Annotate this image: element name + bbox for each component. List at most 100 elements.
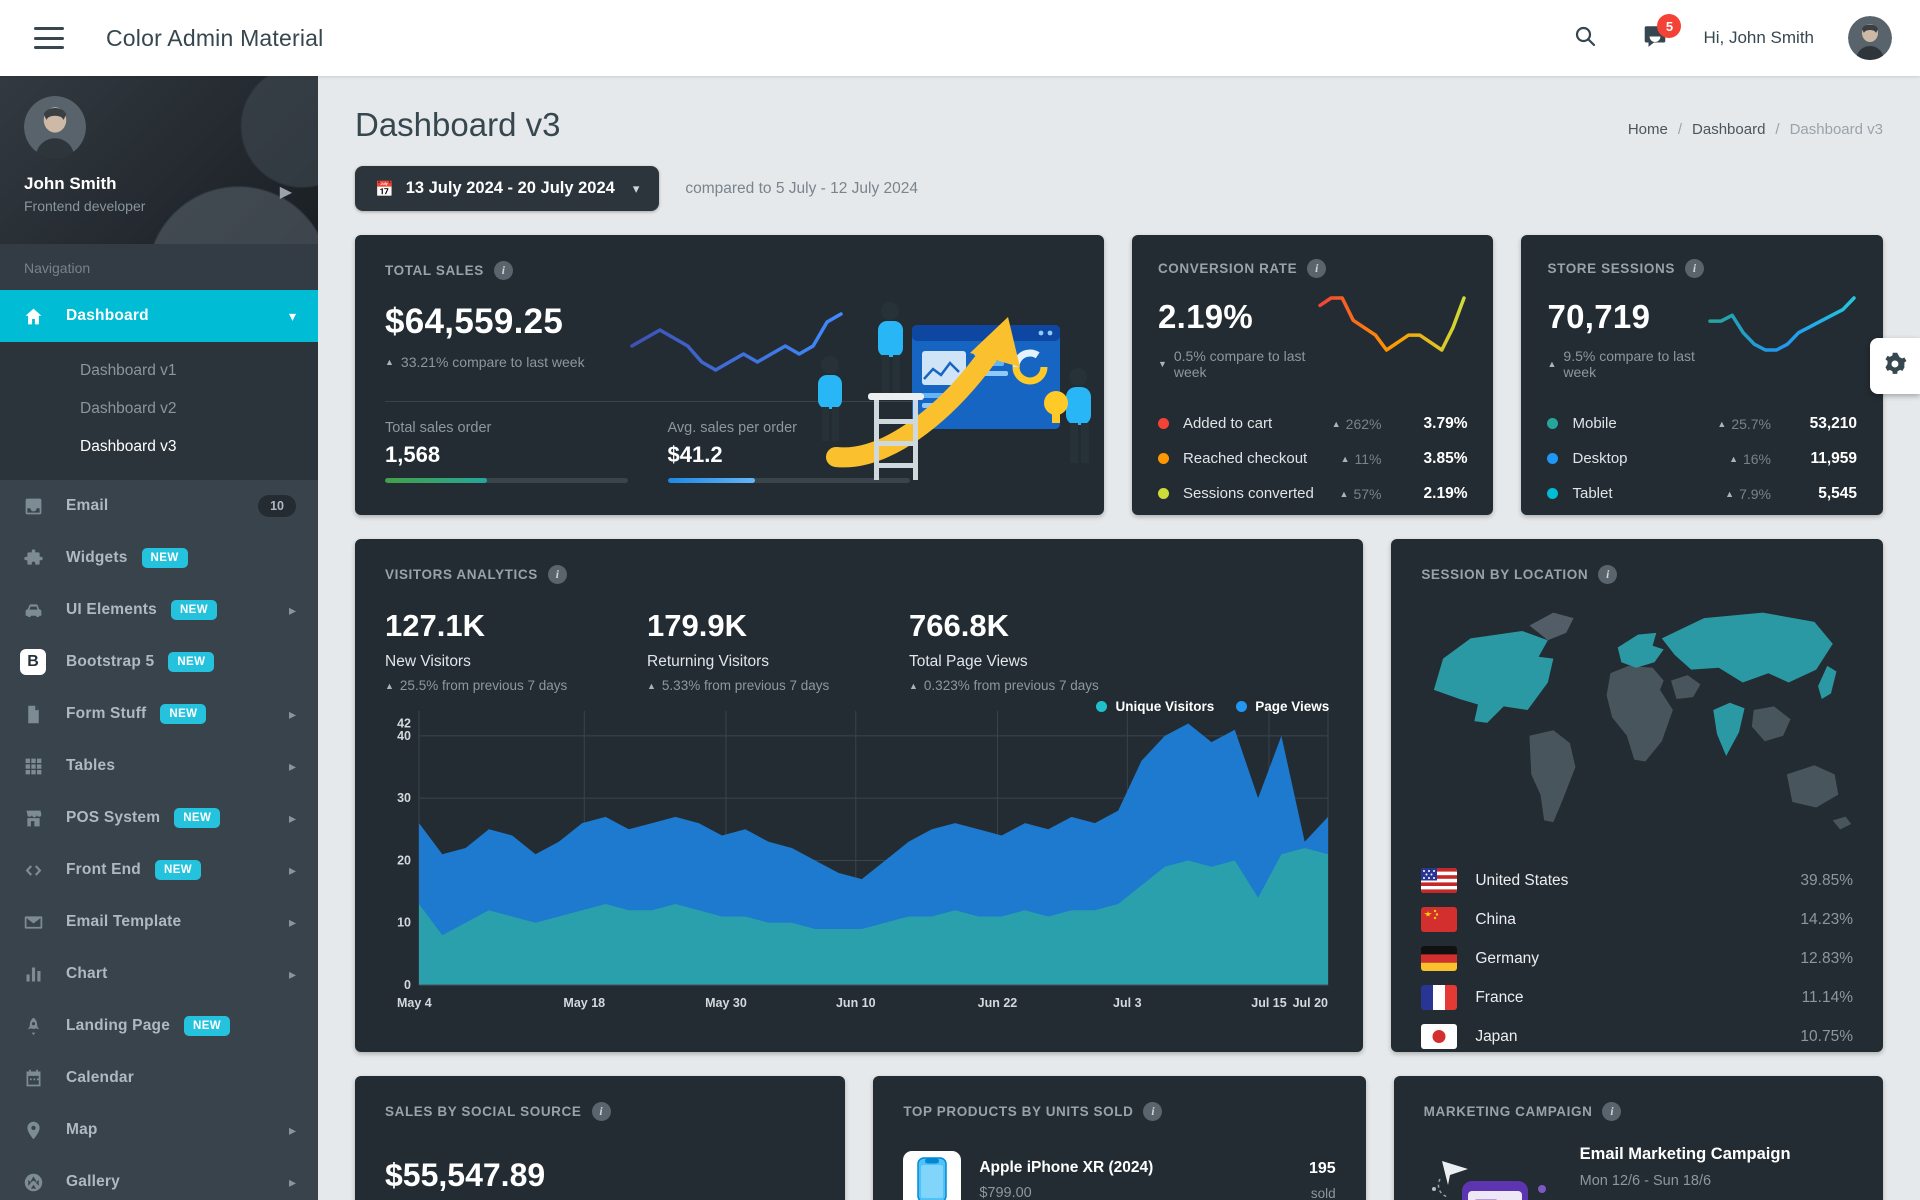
sidebar-item-email[interactable]: Email 10 xyxy=(0,480,318,532)
country-percent: 12.83% xyxy=(1800,949,1853,967)
main-content: Dashboard v3 Home / Dashboard / Dashboard v3… xyxy=(318,76,1920,1200)
home-icon xyxy=(22,305,44,327)
date-range-picker[interactable]: 📅 13 July 2024 - 20 July 2024 ▾ xyxy=(355,166,660,211)
stat-change: ▲ 7.9% xyxy=(1725,485,1772,502)
sidebar-item-gallery[interactable]: Gallery ▸ xyxy=(0,1156,318,1200)
profile-expand-chevron-icon[interactable]: ▶ xyxy=(279,184,292,201)
sidebar-subitem-dashboard-v2[interactable]: Dashboard v2 xyxy=(80,400,177,417)
stat-change: ▲ 25.7% xyxy=(1717,415,1772,432)
trend-up-icon: ▲ xyxy=(909,680,918,691)
product-row[interactable]: Apple iPhone XR (2024) $799.00 195 sold xyxy=(903,1151,1336,1200)
stat-value: 3.79% xyxy=(1423,414,1468,432)
info-icon[interactable]: i xyxy=(1598,565,1618,584)
sidebar-item-form-stuff[interactable]: Form Stuff NEW ▸ xyxy=(0,688,318,740)
sidebar-item-landing-page[interactable]: Landing Page NEW xyxy=(0,1000,318,1052)
sidebar-item-map[interactable]: Map ▸ xyxy=(0,1104,318,1156)
car-icon xyxy=(22,599,44,621)
profile-name: John Smith xyxy=(24,174,117,193)
legend-item[interactable]: Unique Visitors xyxy=(1096,699,1214,714)
sidebar-item-label: Form Stuff xyxy=(66,705,147,722)
info-icon[interactable]: i xyxy=(493,261,513,280)
flag-de-icon xyxy=(1421,946,1458,971)
trend-up-icon: ▲ xyxy=(647,680,656,691)
marketing-campaign-card: MARKETING CAMPAIGN i xyxy=(1393,1076,1883,1200)
visitor-stat-value: 766.8K xyxy=(909,608,1009,643)
country-percent: 11.14% xyxy=(1801,988,1853,1006)
sidebar-profile[interactable]: John Smith Frontend developer ▶ xyxy=(0,76,318,244)
breadcrumb: Home / Dashboard / Dashboard v3 xyxy=(1628,121,1883,144)
sidebar-item-label: POS System xyxy=(66,809,161,826)
store-sessions-title: STORE SESSIONS xyxy=(1547,261,1675,276)
info-icon[interactable]: i xyxy=(1602,1102,1622,1121)
legend-item[interactable]: Page Views xyxy=(1236,699,1329,714)
stat-value: 53,210 xyxy=(1809,414,1858,432)
sidebar-menu: Dashboard ▾ Dashboard v1 Dashboard v2 Dashbo… xyxy=(0,290,318,1200)
chevron-right-icon: ▸ xyxy=(288,861,296,878)
breadcrumb-item[interactable]: Dashboard xyxy=(1692,121,1766,138)
sidebar-item-bootstrap-5[interactable]: B Bootstrap 5 NEW xyxy=(0,636,318,688)
legend-dot xyxy=(1157,488,1169,499)
sidebar-item-widgets[interactable]: Widgets NEW xyxy=(0,532,318,584)
theme-settings-button[interactable] xyxy=(1870,338,1920,394)
sidebar-item-label: Tables xyxy=(66,757,116,774)
sidebar-subitem-dashboard-v3[interactable]: Dashboard v3 xyxy=(80,438,177,455)
visitor-stat-change: ▲ 25.5% from previous 7 days xyxy=(385,678,568,693)
aperture-icon xyxy=(22,1171,44,1193)
stat-label: Desktop xyxy=(1572,450,1628,467)
sidebar-item-pos-system[interactable]: POS System NEW ▸ xyxy=(0,792,318,844)
stat-label: Tablet xyxy=(1572,485,1613,502)
svg-text:Jun 22: Jun 22 xyxy=(978,996,1018,1010)
breadcrumb-item[interactable]: Home xyxy=(1627,121,1668,138)
social-sales-value: $55,547.89 xyxy=(385,1157,546,1193)
sales-by-social-card: SALES BY SOCIAL SOURCE i $55,547.89 ▲ 45… xyxy=(355,1076,846,1200)
chevron-right-icon: ▸ xyxy=(288,1121,296,1138)
avatar[interactable] xyxy=(1848,16,1892,60)
substat-label: Avg. sales per order xyxy=(667,420,798,436)
svg-text:42: 42 xyxy=(397,716,411,730)
count-badge: 10 xyxy=(258,495,296,517)
stat-change: ▲ 16% xyxy=(1729,450,1772,467)
search-button[interactable] xyxy=(1571,24,1599,52)
new-badge: NEW xyxy=(154,860,202,880)
notifications-button[interactable]: 5 xyxy=(1641,14,1682,52)
flag-fr-icon xyxy=(1421,985,1458,1010)
substat-value: 1,568 xyxy=(385,442,441,467)
visitors-analytics-title: VISITORS ANALYTICS xyxy=(385,567,538,582)
info-icon[interactable]: i xyxy=(591,1102,611,1121)
stat-row: Added to cart ▲ 262% 3.79% xyxy=(1157,406,1468,441)
chevron-right-icon: ▸ xyxy=(288,809,296,826)
store-icon xyxy=(22,807,44,829)
nav-section-label: Navigation xyxy=(0,244,318,290)
info-icon[interactable]: i xyxy=(1307,259,1327,278)
sidebar-item-chart[interactable]: Chart ▸ xyxy=(0,948,318,1000)
total-sales-value: $64,559.25 xyxy=(385,302,564,341)
svg-text:Jul 15: Jul 15 xyxy=(1251,996,1286,1010)
sidebar-subitem-dashboard-v1[interactable]: Dashboard v1 xyxy=(80,362,177,379)
store-sessions-change: ▲ 9.5% compare to last week xyxy=(1547,348,1695,380)
sidebar-item-email-template[interactable]: Email Template ▸ xyxy=(0,896,318,948)
sidebar-item-label: Email xyxy=(66,497,109,514)
sidebar-item-label: Chart xyxy=(66,965,108,982)
breadcrumb-separator: / xyxy=(1775,121,1780,138)
sidebar-item-ui-elements[interactable]: UI Elements NEW ▸ xyxy=(0,584,318,636)
top-products-card: TOP PRODUCTS BY UNITS SOLD i Apple iPhon… xyxy=(873,1076,1366,1200)
info-icon[interactable]: i xyxy=(1684,259,1704,278)
hamburger-menu-icon[interactable] xyxy=(34,27,64,49)
sidebar-item-calendar[interactable]: Calendar xyxy=(0,1052,318,1104)
stat-change: ▲ 57% xyxy=(1339,485,1382,502)
map-pin-icon xyxy=(22,1119,44,1141)
info-icon[interactable]: i xyxy=(547,565,567,584)
sidebar-item-dashboard[interactable]: Dashboard ▾ xyxy=(0,290,318,342)
caret-down-icon: ▾ xyxy=(632,180,640,196)
new-badge: NEW xyxy=(141,548,188,568)
sidebar-item-tables[interactable]: Tables ▸ xyxy=(0,740,318,792)
legend-dot xyxy=(1236,701,1248,712)
country-percent: 39.85% xyxy=(1800,871,1853,889)
stat-row: Mobile ▲ 25.7% 53,210 xyxy=(1547,406,1857,441)
brand-title: Color Admin Material xyxy=(106,24,324,51)
svg-text:30: 30 xyxy=(397,791,411,805)
session-by-location-title: SESSION BY LOCATION xyxy=(1421,567,1589,582)
sidebar-item-front-end[interactable]: Front End NEW ▸ xyxy=(0,844,318,896)
info-icon[interactable]: i xyxy=(1143,1102,1163,1121)
